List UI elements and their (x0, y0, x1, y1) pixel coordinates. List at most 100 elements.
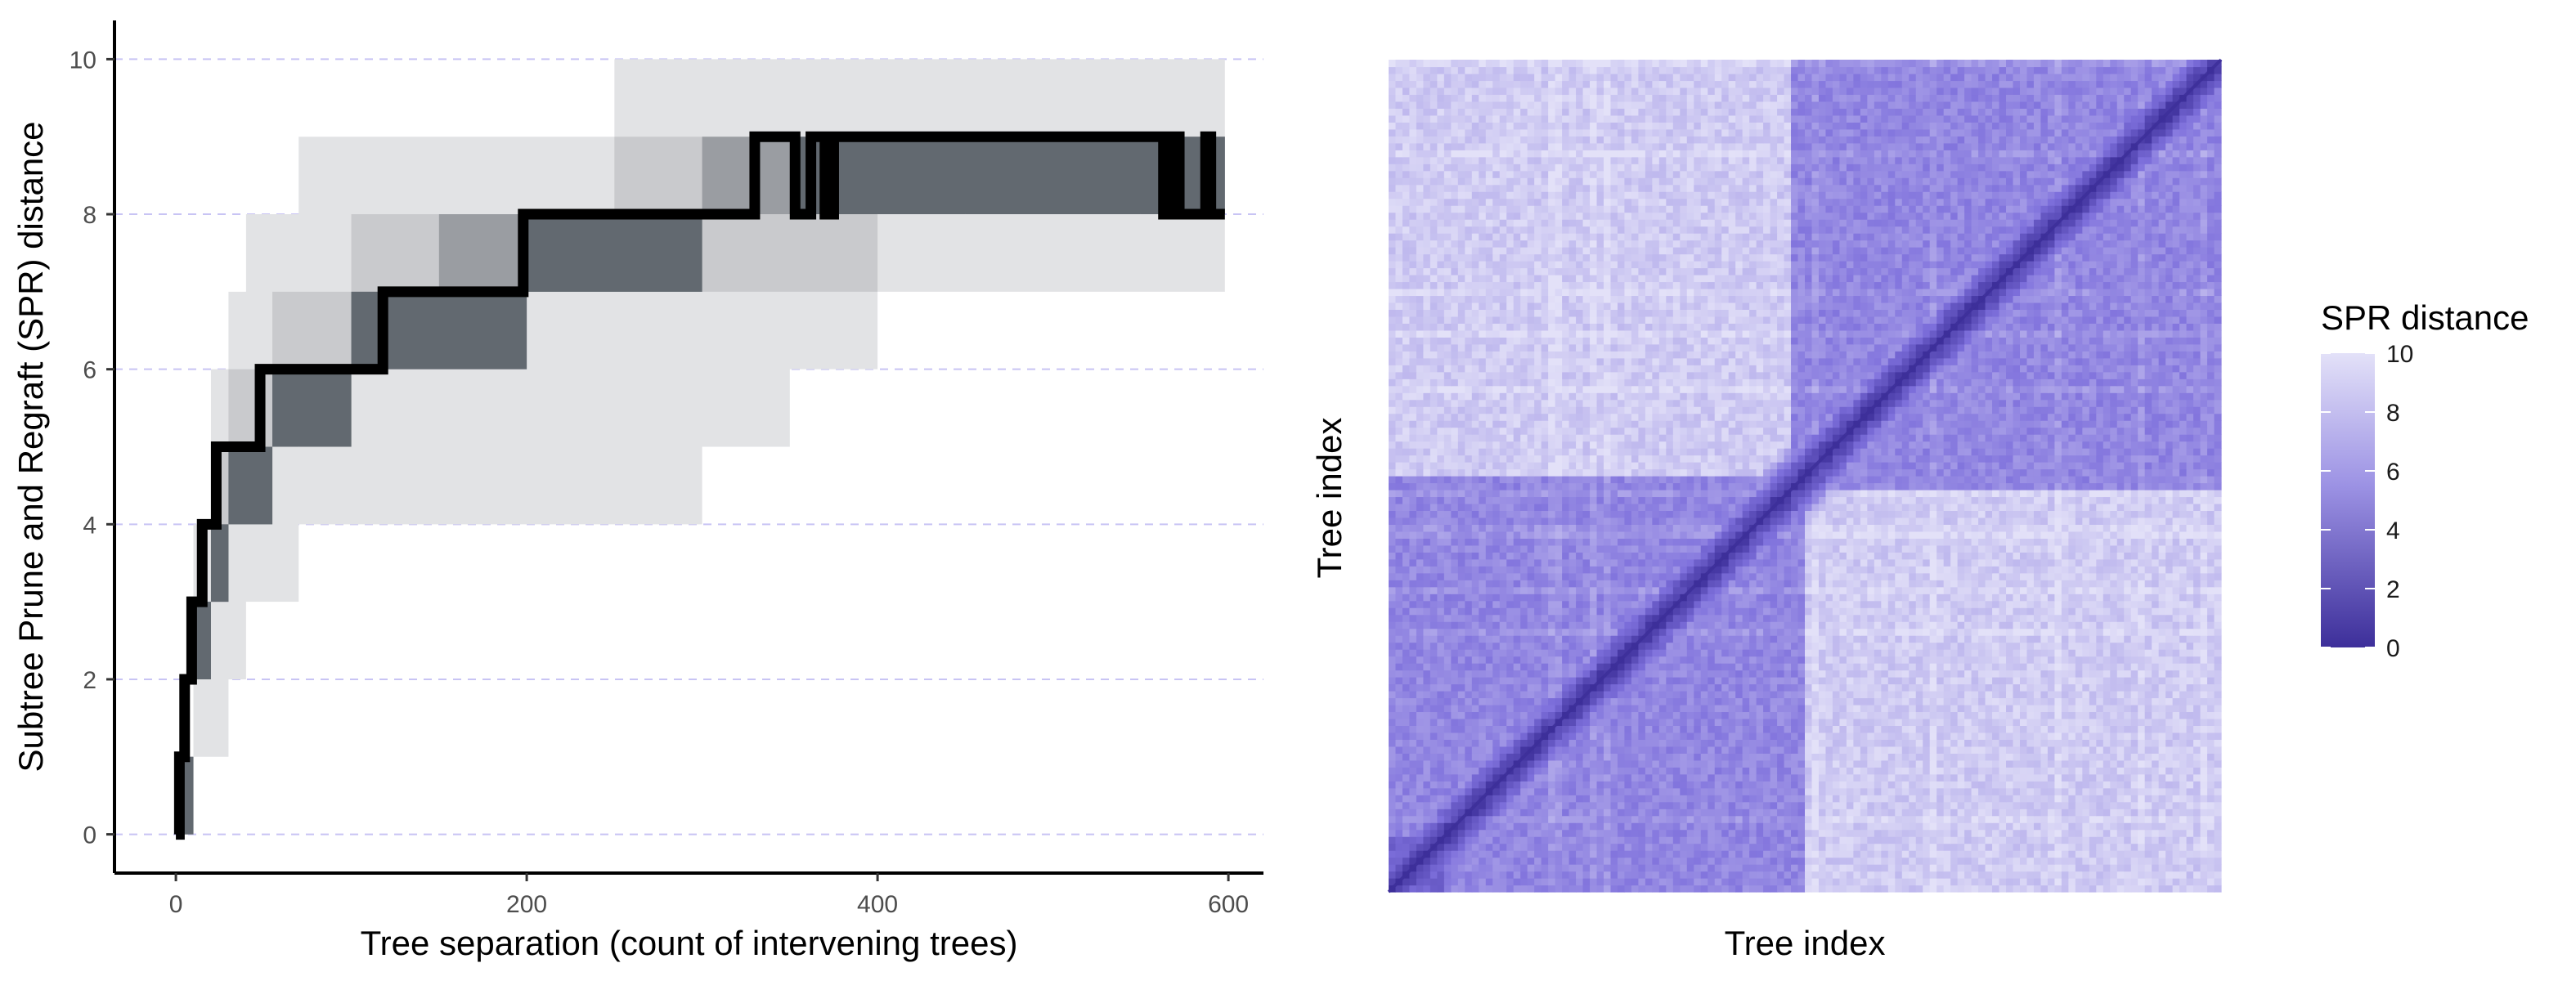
heatmap-cell (1853, 621, 1861, 629)
heatmap-cell (1416, 656, 1425, 664)
heatmap-cell (1964, 697, 1972, 706)
heatmap-cell (1576, 725, 1584, 733)
heatmap-cell (1832, 878, 1841, 886)
heatmap-cell (1999, 614, 2007, 622)
heatmap-cell (2144, 809, 2152, 817)
heatmap-cell (1985, 711, 1993, 719)
heatmap-cell (2006, 677, 2014, 685)
heatmap-cell (1818, 753, 1827, 761)
heatmap-cell (1749, 704, 1757, 713)
heatmap-cell (1874, 628, 1882, 636)
heatmap-cell (1658, 759, 1667, 768)
heatmap-cell (1437, 773, 1445, 782)
heatmap-cell (2207, 732, 2215, 740)
heatmap-cell (1784, 697, 1792, 706)
heatmap-cell (1992, 885, 2000, 893)
heatmap-cell (1874, 670, 1882, 678)
heatmap-cell (1485, 829, 1493, 837)
heatmap-cell (2200, 829, 2208, 837)
heatmap-cell (2207, 663, 2215, 671)
heatmap-cell (1735, 773, 1744, 782)
heatmap-cell (1999, 885, 2007, 893)
heatmap-cell (1756, 614, 1764, 622)
heatmap-cell (2193, 711, 2201, 719)
heatmap-cell (1735, 704, 1744, 713)
heatmap-cell (1943, 649, 1951, 657)
y-tick-label: 10 (70, 47, 96, 74)
heatmap-cell (1680, 607, 1688, 616)
heatmap-cell (2158, 739, 2166, 747)
heatmap-cell (1672, 767, 1681, 775)
heatmap-cell (1672, 864, 1681, 872)
heatmap-cell (2096, 711, 2104, 719)
heatmap-cell (1610, 670, 1618, 678)
heatmap-cell (1895, 829, 1903, 837)
heatmap-cell (1735, 801, 1744, 809)
heatmap-cell (2006, 864, 2014, 872)
heatmap-cell (1527, 759, 1535, 768)
heatmap-cell (1895, 864, 1903, 872)
heatmap-cell (1590, 767, 1598, 775)
heatmap-cell (2158, 628, 2166, 636)
heatmap-cell (2013, 864, 2021, 872)
heatmap-cell (1811, 670, 1820, 678)
heatmap-cell (1590, 677, 1598, 685)
heatmap-cell (1457, 822, 1465, 831)
heatmap-cell (1680, 746, 1688, 754)
heatmap-cell (1576, 663, 1584, 671)
heatmap-cell (2006, 642, 2014, 650)
heatmap-cell (2068, 864, 2076, 872)
heatmap-cell (1756, 690, 1764, 699)
heatmap-cell (2158, 885, 2166, 893)
heatmap-cell (2019, 642, 2028, 650)
heatmap-cell (1568, 607, 1577, 616)
heatmap-cell (1680, 642, 1688, 650)
heatmap-cell (1853, 704, 1861, 713)
heatmap-cell (1791, 767, 1799, 775)
heatmap-cell (2006, 857, 2014, 865)
heatmap-cell (1582, 815, 1591, 823)
heatmap-cell (1471, 683, 1479, 692)
heatmap-cell (1887, 767, 1896, 775)
heatmap-cell (1610, 850, 1618, 858)
heatmap-cell (2096, 677, 2104, 685)
heatmap-cell (2124, 732, 2132, 740)
heatmap-cell (2158, 878, 2166, 886)
heatmap-cell (1936, 732, 1945, 740)
heatmap-cell (1686, 822, 1694, 831)
heatmap-cell (1576, 642, 1584, 650)
heatmap-cell (1402, 607, 1411, 616)
heatmap-cell (1492, 885, 1501, 893)
heatmap-cell (2152, 663, 2160, 671)
heatmap-cell (2082, 663, 2090, 671)
heatmap-cell (1721, 795, 1730, 803)
heatmap-cell (2110, 836, 2118, 844)
heatmap-cell (1596, 628, 1604, 636)
heatmap-cell (1409, 683, 1417, 692)
heatmap-cell (1756, 885, 1764, 893)
heatmap-cell (1520, 628, 1528, 636)
heatmap-cell (1700, 683, 1708, 692)
heatmap-cell (1784, 739, 1792, 747)
heatmap-cell (2019, 670, 2028, 678)
heatmap-cell (1805, 773, 1813, 782)
heatmap-cell (2152, 607, 2160, 616)
heatmap-cell (1485, 746, 1493, 754)
heatmap-cell (1610, 746, 1618, 754)
heatmap-cell (1429, 697, 1438, 706)
heatmap-cell (1811, 836, 1820, 844)
heatmap-cell (1742, 683, 1750, 692)
heatmap-cell (1797, 746, 1806, 754)
heatmap-cell (1409, 753, 1417, 761)
heatmap-cell (1527, 801, 1535, 809)
heatmap-cell (1950, 864, 1959, 872)
heatmap-cell (2061, 885, 2069, 893)
heatmap-cell (1915, 850, 1923, 858)
heatmap-cell (1818, 739, 1827, 747)
heatmap-cell (1728, 683, 1736, 692)
heatmap-cell (1479, 607, 1487, 616)
heatmap-cell (1950, 649, 1959, 657)
heatmap-cell (1534, 683, 1542, 692)
heatmap-cell (1895, 857, 1903, 865)
heatmap-cell (1978, 663, 1986, 671)
